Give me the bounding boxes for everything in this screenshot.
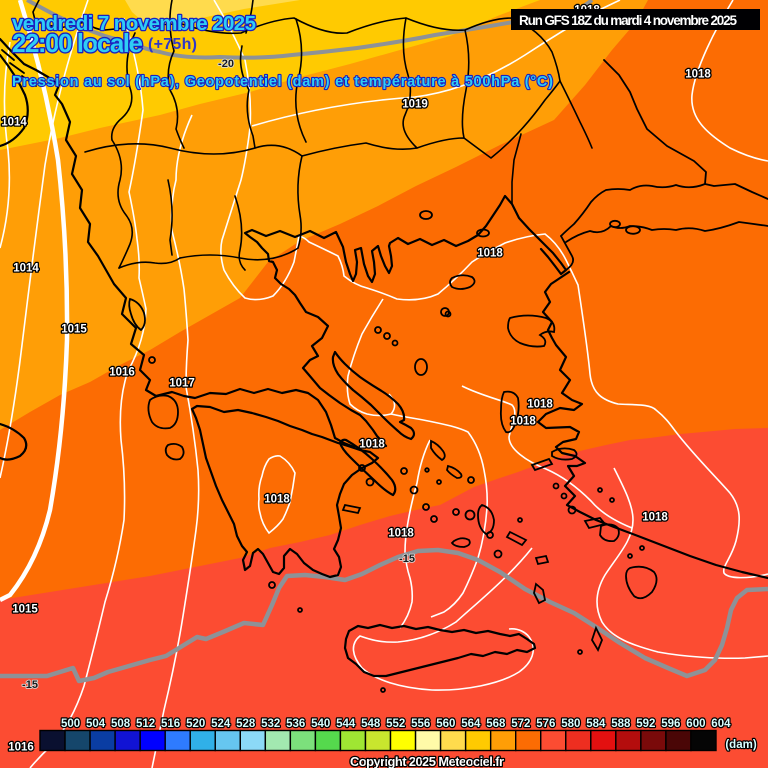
svg-text:520: 520	[186, 718, 205, 730]
svg-text:1018: 1018	[264, 494, 290, 506]
svg-text:(dam): (dam)	[725, 739, 756, 751]
svg-text:Pression au sol (hPa), Geopote: Pression au sol (hPa), Geopotentiel (dam…	[12, 74, 553, 90]
svg-text:1017: 1017	[169, 378, 195, 390]
svg-text:508: 508	[111, 718, 131, 730]
svg-text:540: 540	[311, 718, 330, 730]
svg-text:1018: 1018	[510, 416, 536, 428]
svg-text:564: 564	[461, 718, 481, 730]
svg-text:500: 500	[61, 718, 80, 730]
svg-text:552: 552	[386, 718, 405, 730]
svg-text:1015: 1015	[61, 324, 87, 336]
svg-text:532: 532	[261, 718, 280, 730]
svg-text:544: 544	[336, 718, 356, 730]
svg-text:1018: 1018	[685, 69, 711, 81]
svg-text:576: 576	[536, 718, 555, 730]
svg-text:1018: 1018	[477, 248, 503, 260]
svg-text:572: 572	[511, 718, 530, 730]
svg-text:1019: 1019	[402, 99, 428, 111]
svg-text:-15: -15	[399, 553, 415, 565]
svg-text:504: 504	[86, 718, 106, 730]
svg-text:1018: 1018	[527, 399, 553, 411]
svg-text:560: 560	[436, 718, 455, 730]
svg-text:604: 604	[711, 718, 731, 730]
svg-text:1014: 1014	[1, 117, 27, 129]
svg-text:548: 548	[361, 718, 381, 730]
svg-text:568: 568	[486, 718, 506, 730]
svg-text:1016: 1016	[8, 742, 34, 754]
svg-text:1014: 1014	[13, 263, 39, 275]
svg-text:vendredi 7 novembre 2025: vendredi 7 novembre 2025	[12, 12, 256, 35]
svg-text:1018: 1018	[359, 439, 385, 451]
svg-text:600: 600	[686, 718, 705, 730]
svg-text:524: 524	[211, 718, 231, 730]
svg-text:536: 536	[286, 718, 305, 730]
svg-text:584: 584	[586, 718, 606, 730]
svg-text:1016: 1016	[109, 367, 135, 379]
svg-text:516: 516	[161, 718, 180, 730]
svg-text:580: 580	[561, 718, 580, 730]
svg-text:(+75h): (+75h)	[148, 36, 197, 53]
svg-text:1018: 1018	[642, 512, 668, 524]
svg-text:Copyright 2025 Meteociel.fr: Copyright 2025 Meteociel.fr	[350, 754, 504, 768]
svg-text:1015: 1015	[12, 604, 38, 616]
svg-text:512: 512	[136, 718, 155, 730]
svg-text:528: 528	[236, 718, 256, 730]
svg-text:596: 596	[661, 718, 680, 730]
svg-text:588: 588	[611, 718, 631, 730]
svg-text:-15: -15	[22, 679, 38, 691]
svg-text:Run GFS 18Z du mardi 4 novembr: Run GFS 18Z du mardi 4 novembre 2025	[519, 13, 737, 28]
svg-text:592: 592	[636, 718, 655, 730]
svg-text:556: 556	[411, 718, 430, 730]
svg-text:1018: 1018	[388, 528, 414, 540]
svg-text:22:00 locale: 22:00 locale	[12, 28, 143, 58]
svg-text:-20: -20	[218, 58, 234, 70]
